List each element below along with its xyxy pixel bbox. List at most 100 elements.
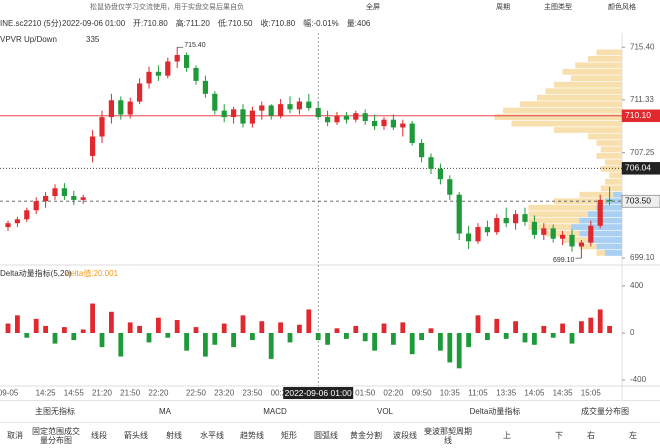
toolbar-button[interactable]: 左 [629,431,637,440]
delta-bar [278,322,283,333]
volume-profile-bar [511,120,622,127]
menu[interactable]: 主图类型 [544,2,572,11]
candle-body [240,109,246,124]
toolbar-button[interactable]: 波段线 [393,431,417,440]
candle-body [560,234,566,239]
fullscreen-button[interactable]: 全屏 [366,2,380,11]
volume-profile-bar [605,250,622,256]
delta-bar [306,309,312,333]
toolbar-button[interactable]: 水平线 [200,431,224,440]
x-tick-label: 10:35 [440,389,461,398]
toolbar-button[interactable]: 下 [555,431,563,440]
indicator-toolbar: 主图无指标 MA MACD VOL Delta动量指标 成交量分布图 [0,400,660,422]
toolbar-button[interactable]: 射线 [166,431,182,440]
delta-bar [438,333,443,351]
candle-body [390,119,396,128]
menu[interactable]: 周期 [496,3,510,11]
candle-body [494,218,500,233]
menu[interactable]: 颜色风格 [608,2,636,11]
candle-body [118,100,124,115]
candle-body [259,105,265,111]
x-tick-label: 01:50 [355,389,376,398]
candle-body [52,188,58,197]
toolbar-button[interactable]: 矩形 [281,431,297,440]
delta-bar [494,318,500,333]
price-label: 710.10 [625,110,651,120]
toolbar-button[interactable]: 黄金分割 [350,431,382,440]
delta-bar [513,321,518,333]
y-tick-label: -400 [630,375,647,384]
toolbar-button[interactable]: 取消 [7,431,23,440]
toolbar-button[interactable]: Delta动量指标 [469,407,521,416]
volume-profile-bar [596,153,622,159]
x-tick-label: 22:20 [148,389,169,398]
volume-profile-bar [596,243,622,250]
toolbar-button[interactable]: 固定范围成交量分布图 [32,426,80,445]
toolbar-button[interactable]: MA [159,407,171,416]
candle-body [212,93,218,111]
price-label-box [621,194,660,208]
delta-bar [485,333,490,341]
candle-body [447,179,453,195]
volume-profile-bar [588,211,622,218]
toolbar-button[interactable]: 斐波那契周期线 [424,426,472,445]
candle-body [362,113,368,121]
bar-date: 2022-09-06 01:00 [62,19,126,28]
toolbar-button[interactable]: 成交量分布图 [581,407,629,416]
candle-body [127,101,133,115]
x-tick-label: 23:20 [214,389,235,398]
candle-body [155,71,161,76]
candle-body [569,234,575,247]
quote-item: 量:406 [347,19,371,28]
volume-profile-bar [575,62,622,69]
delta-bar [43,325,48,333]
candle-body [503,218,509,224]
delta-value: delta值:20.001 [66,268,119,278]
indicator-name: VPVR Up/Down [0,35,57,44]
volume-profile-bar [554,81,622,88]
delta-bar [165,333,171,338]
x-tick-label: 21:50 [120,389,141,398]
delta-bar [597,309,603,333]
toolbar-button[interactable]: VOL [376,407,393,416]
volume-profile-bar [554,198,605,205]
volume-profile-bar [613,191,622,198]
toolbar-button[interactable]: 右 [587,431,595,440]
delta-bar [146,333,152,343]
volume-profile-bar [600,185,622,192]
candle-body [61,188,67,197]
volume-profile-bar [562,237,588,243]
candle-body [409,123,415,143]
toolbar-button[interactable]: 上 [503,431,511,440]
toolbar-button[interactable]: 线段 [91,431,107,440]
delta-bar [193,327,199,333]
delta-bar [250,333,255,341]
delta-bar [118,333,124,357]
toolbar-button[interactable]: 箭头线 [124,431,148,440]
min-label: 699.10 [553,257,575,264]
delta-bar [33,318,39,333]
candle-body [193,67,199,81]
candle-body [5,223,11,228]
volume-profile-bar [528,217,580,224]
candle-body [231,109,237,118]
quote-item: 高:711.20 [176,18,211,28]
delta-bar [560,323,565,333]
delta-bar [391,333,396,345]
x-tick-label: 15:05 [581,389,602,398]
delta-bar [99,333,105,348]
toolbar-button[interactable]: MACD [263,407,287,416]
candle-body [484,227,490,233]
toolbar-button[interactable]: 主图无指标 [35,407,75,416]
candle-body [268,105,274,116]
toolbar-button[interactable]: 圆弧线 [314,431,338,440]
candle-body [202,80,208,94]
delta-bar [466,333,471,348]
volume-profile-bar [579,191,614,198]
candle-body [578,242,584,247]
toolbar-button[interactable]: 趋势线 [240,431,264,440]
x-tick-label: 13:35 [496,389,517,398]
candle-body [400,123,406,128]
delta-bar [137,325,142,333]
candle-body [550,228,556,239]
